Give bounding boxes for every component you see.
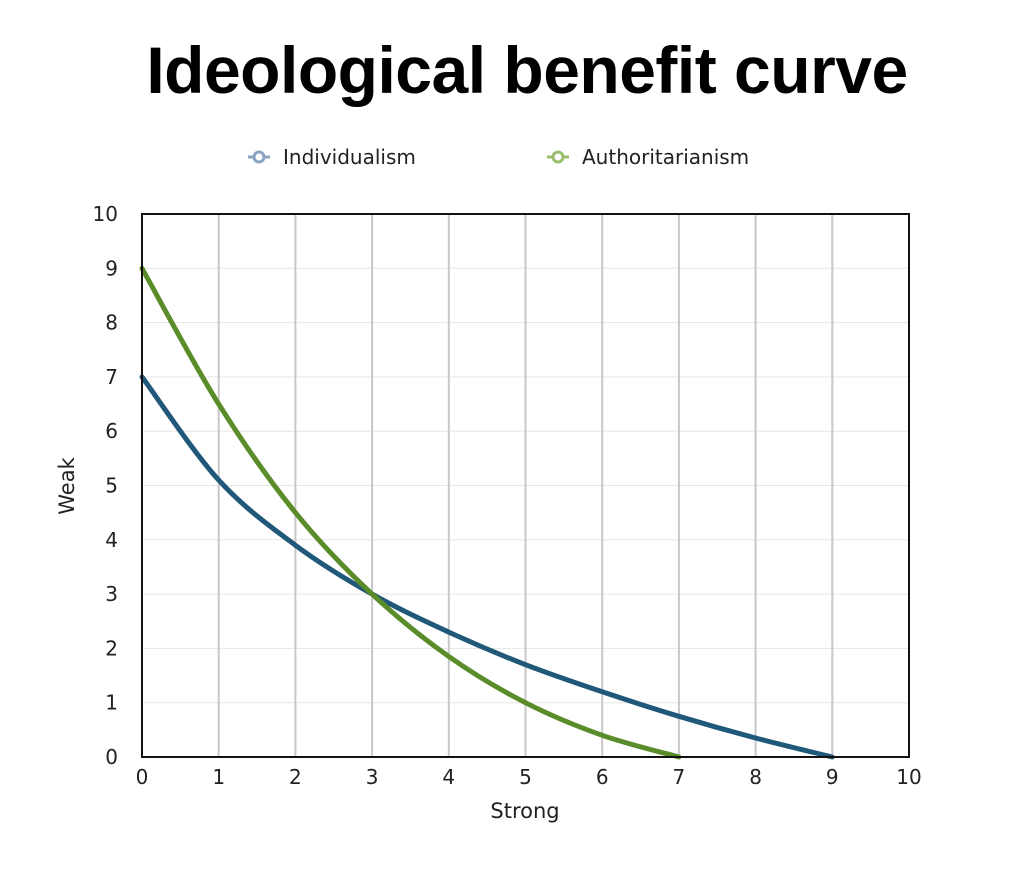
y-tick-label: 8 bbox=[105, 311, 118, 335]
x-tick-label: 6 bbox=[596, 765, 609, 789]
y-tick-label: 3 bbox=[105, 582, 118, 606]
series-line-authoritarianism bbox=[139, 265, 682, 760]
y-tick-label: 0 bbox=[105, 745, 118, 769]
y-tick-label: 5 bbox=[105, 474, 118, 498]
series-line-individualism bbox=[139, 374, 835, 760]
x-tick-label: 0 bbox=[136, 765, 149, 789]
x-tick-label: 5 bbox=[519, 765, 532, 789]
gridlines bbox=[142, 214, 909, 757]
series-layer bbox=[139, 265, 835, 760]
legend-label-authoritarianism: Authoritarianism bbox=[582, 145, 749, 169]
y-tick-label: 2 bbox=[105, 636, 118, 660]
x-tick-label: 1 bbox=[212, 765, 225, 789]
x-tick-label: 2 bbox=[289, 765, 302, 789]
y-tick-label: 6 bbox=[105, 419, 118, 443]
y-axis-title: Weak bbox=[55, 456, 79, 514]
x-tick-label: 3 bbox=[366, 765, 379, 789]
legend-item-authoritarianism[interactable]: Authoritarianism bbox=[547, 145, 749, 169]
plot-frame bbox=[141, 213, 910, 758]
x-axis-title: Strong bbox=[490, 799, 559, 823]
legend-marker-authoritarianism bbox=[551, 150, 565, 164]
legend-label-individualism: Individualism bbox=[283, 145, 416, 169]
x-tick-label: 8 bbox=[749, 765, 762, 789]
y-tick-label: 9 bbox=[105, 256, 118, 280]
x-tick-label: 4 bbox=[442, 765, 455, 789]
x-axis-ticks: 0 1 2 3 4 5 6 7 8 9 10 bbox=[136, 765, 922, 789]
x-tick-label: 9 bbox=[826, 765, 839, 789]
y-axis-ticks: 0 1 2 3 4 5 6 7 8 9 10 bbox=[93, 202, 118, 769]
x-tick-label: 10 bbox=[896, 765, 921, 789]
legend-marker-individualism bbox=[252, 150, 266, 164]
y-tick-label: 10 bbox=[93, 202, 118, 226]
legend: Individualism Authoritarianism bbox=[248, 145, 749, 169]
y-tick-label: 7 bbox=[105, 365, 118, 389]
y-tick-label: 1 bbox=[105, 691, 118, 715]
x-tick-label: 7 bbox=[673, 765, 686, 789]
legend-item-individualism[interactable]: Individualism bbox=[248, 145, 416, 169]
y-tick-label: 4 bbox=[105, 528, 118, 552]
chart-title: Ideological benefit curve bbox=[146, 33, 908, 107]
